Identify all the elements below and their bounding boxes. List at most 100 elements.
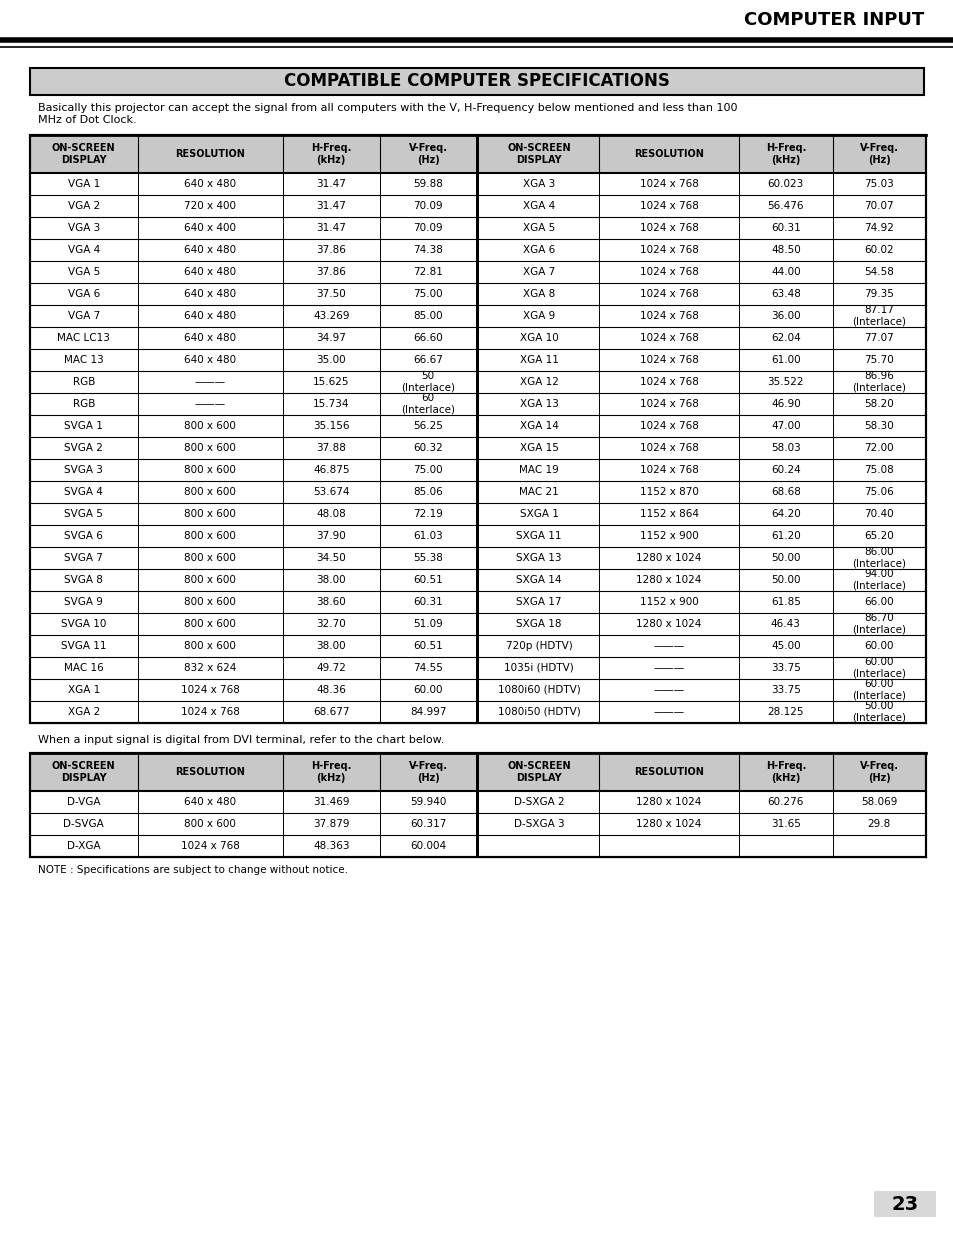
Text: 1152 x 870: 1152 x 870 <box>639 487 698 496</box>
Text: 800 x 600: 800 x 600 <box>184 576 236 585</box>
Text: 29.8: 29.8 <box>866 819 890 829</box>
Text: 84.997: 84.997 <box>410 706 446 718</box>
Text: XGA 9: XGA 9 <box>522 311 555 321</box>
Text: ———: ——— <box>653 641 684 651</box>
Text: 60.31: 60.31 <box>413 597 442 606</box>
Text: 15.734: 15.734 <box>313 399 349 409</box>
Text: 60.276: 60.276 <box>767 797 803 806</box>
Text: H-Freq.
(kHz): H-Freq. (kHz) <box>765 761 805 783</box>
Text: SVGA 1: SVGA 1 <box>64 421 103 431</box>
Text: 37.86: 37.86 <box>316 267 346 277</box>
Text: 800 x 600: 800 x 600 <box>184 509 236 519</box>
Bar <box>476 393 479 415</box>
Bar <box>30 503 925 525</box>
Text: 46.875: 46.875 <box>313 466 349 475</box>
Text: 70.09: 70.09 <box>413 201 442 211</box>
Text: 800 x 600: 800 x 600 <box>184 819 236 829</box>
Text: 45.00: 45.00 <box>770 641 800 651</box>
Text: 85.06: 85.06 <box>413 487 442 496</box>
Text: 60.023: 60.023 <box>767 179 803 189</box>
Bar <box>30 701 925 722</box>
Text: MAC 16: MAC 16 <box>64 663 104 673</box>
Text: 60.00: 60.00 <box>413 685 442 695</box>
Text: SVGA 8: SVGA 8 <box>64 576 103 585</box>
Text: 72.00: 72.00 <box>863 443 893 453</box>
Bar <box>30 547 925 569</box>
Text: 38.00: 38.00 <box>316 576 346 585</box>
Text: XGA 1: XGA 1 <box>68 685 100 695</box>
Text: 34.97: 34.97 <box>316 333 346 343</box>
Text: 35.00: 35.00 <box>316 354 346 366</box>
Bar <box>30 393 925 415</box>
Bar <box>476 480 479 503</box>
Text: 60.317: 60.317 <box>410 819 446 829</box>
Bar <box>476 635 479 657</box>
Text: ON-SCREEN
DISPLAY: ON-SCREEN DISPLAY <box>507 761 571 783</box>
Text: 1024 x 768: 1024 x 768 <box>639 267 698 277</box>
Text: SVGA 3: SVGA 3 <box>64 466 103 475</box>
Text: 640 x 480: 640 x 480 <box>184 311 236 321</box>
Text: 60.51: 60.51 <box>413 576 442 585</box>
Text: 1035i (HDTV): 1035i (HDTV) <box>504 663 574 673</box>
Text: 58.03: 58.03 <box>770 443 800 453</box>
Bar <box>30 240 925 261</box>
Text: 800 x 600: 800 x 600 <box>184 531 236 541</box>
Text: 800 x 600: 800 x 600 <box>184 466 236 475</box>
Text: MAC LC13: MAC LC13 <box>57 333 111 343</box>
Text: H-Freq.
(kHz): H-Freq. (kHz) <box>311 143 351 164</box>
Bar <box>476 217 479 240</box>
Text: 58.069: 58.069 <box>861 797 897 806</box>
Text: V-Freq.
(Hz): V-Freq. (Hz) <box>408 761 447 783</box>
Text: 61.00: 61.00 <box>770 354 800 366</box>
Bar <box>30 437 925 459</box>
Text: 85.00: 85.00 <box>413 311 442 321</box>
Text: 640 x 480: 640 x 480 <box>184 267 236 277</box>
Bar <box>476 701 479 722</box>
Bar <box>30 261 925 283</box>
Text: 1152 x 900: 1152 x 900 <box>639 531 698 541</box>
Bar <box>30 195 925 217</box>
Text: 31.47: 31.47 <box>316 179 346 189</box>
Text: V-Freq.
(Hz): V-Freq. (Hz) <box>859 143 898 164</box>
Text: 59.940: 59.940 <box>410 797 446 806</box>
Bar <box>30 135 925 722</box>
Text: 800 x 600: 800 x 600 <box>184 597 236 606</box>
Text: 720 x 400: 720 x 400 <box>184 201 236 211</box>
Text: SXGA 14: SXGA 14 <box>516 576 561 585</box>
Text: 640 x 480: 640 x 480 <box>184 289 236 299</box>
Bar <box>30 753 925 857</box>
Text: 60.51: 60.51 <box>413 641 442 651</box>
Text: 46.43: 46.43 <box>770 619 800 629</box>
Text: 800 x 600: 800 x 600 <box>184 443 236 453</box>
Text: When a input signal is digital from DVI terminal, refer to the chart below.: When a input signal is digital from DVI … <box>38 735 444 745</box>
Text: 48.08: 48.08 <box>316 509 346 519</box>
Bar <box>476 135 479 173</box>
Text: 62.04: 62.04 <box>770 333 800 343</box>
Bar <box>476 370 479 393</box>
Text: 60.32: 60.32 <box>413 443 442 453</box>
Text: 86.00
(Interlace): 86.00 (Interlace) <box>851 547 905 569</box>
Text: 58.20: 58.20 <box>863 399 893 409</box>
Text: 75.08: 75.08 <box>863 466 893 475</box>
Text: 50.00: 50.00 <box>770 553 800 563</box>
Text: XGA 15: XGA 15 <box>519 443 558 453</box>
Text: 640 x 480: 640 x 480 <box>184 179 236 189</box>
Text: SXGA 11: SXGA 11 <box>516 531 561 541</box>
Bar <box>476 813 479 835</box>
Text: 1024 x 768: 1024 x 768 <box>639 466 698 475</box>
Text: 1024 x 768: 1024 x 768 <box>639 245 698 254</box>
Text: 28.125: 28.125 <box>767 706 803 718</box>
Bar <box>30 370 925 393</box>
Text: D-SXGA 3: D-SXGA 3 <box>514 819 564 829</box>
Text: XGA 7: XGA 7 <box>522 267 555 277</box>
Text: XGA 2: XGA 2 <box>68 706 100 718</box>
Text: 33.75: 33.75 <box>770 663 800 673</box>
Bar <box>30 635 925 657</box>
Text: ———: ——— <box>653 685 684 695</box>
Text: VGA 1: VGA 1 <box>68 179 100 189</box>
Text: 1280 x 1024: 1280 x 1024 <box>636 797 701 806</box>
Text: 51.09: 51.09 <box>413 619 442 629</box>
Text: 75.00: 75.00 <box>413 289 442 299</box>
Text: 63.48: 63.48 <box>770 289 800 299</box>
Text: 70.40: 70.40 <box>863 509 893 519</box>
